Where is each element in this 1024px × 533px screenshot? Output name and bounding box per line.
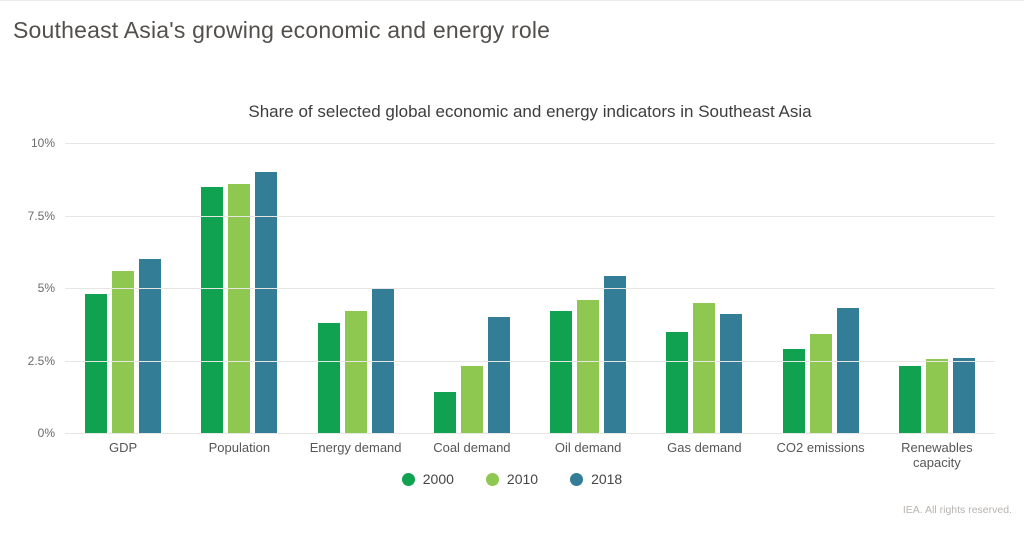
- legend-label: 2018: [591, 471, 623, 487]
- legend-label: 2000: [422, 471, 454, 487]
- bar-2018-renewables-capacity[interactable]: [952, 357, 975, 433]
- bar-2018-population[interactable]: [255, 172, 278, 433]
- legend: 2000 2010 2018: [0, 471, 1024, 487]
- bar-2010-co2-emissions[interactable]: [809, 334, 832, 433]
- legend-dot-icon: [401, 472, 415, 486]
- x-axis-label: Population: [208, 440, 271, 455]
- bar-2018-co2-emissions[interactable]: [836, 308, 859, 433]
- bar-2018-oil-demand[interactable]: [604, 276, 627, 433]
- bar-2018-coal-demand[interactable]: [487, 317, 510, 433]
- bar-2010-energy-demand[interactable]: [344, 311, 367, 433]
- gridline: [65, 288, 995, 289]
- bar-2010-coal-demand[interactable]: [460, 366, 483, 433]
- legend-item-2018[interactable]: 2018: [570, 471, 622, 487]
- bar-2018-gdp[interactable]: [139, 259, 162, 433]
- bar-2010-population[interactable]: [228, 183, 251, 433]
- plot-area: 0% 2.5% 5% 7.5% 10%: [28, 136, 995, 440]
- bar-2010-gdp[interactable]: [112, 270, 135, 433]
- gridline: [65, 143, 995, 144]
- bar-group: [414, 143, 530, 433]
- bar-2000-energy-demand[interactable]: [317, 322, 340, 433]
- y-tick-label: 0%: [37, 426, 55, 440]
- gridline: [65, 215, 995, 217]
- x-axis-label: Coal demand: [433, 440, 511, 455]
- bar-group: [879, 143, 995, 433]
- x-axis-label: Renewables capacity: [901, 440, 973, 470]
- legend-item-2000[interactable]: 2000: [401, 471, 454, 487]
- x-axis-labels: GDP Population Energy demand Coal demand Oil…: [65, 440, 995, 470]
- y-tick-label: 5%: [37, 281, 55, 295]
- bar-group: [181, 143, 297, 433]
- bar-2000-population[interactable]: [201, 186, 224, 433]
- copyright-note: IEA. All rights reserved.: [902, 504, 1012, 516]
- bar-2018-gas-demand[interactable]: [720, 314, 743, 433]
- gridline: [65, 360, 995, 362]
- y-tick-label: 2.5%: [27, 353, 55, 368]
- bar-2000-renewables-capacity[interactable]: [898, 366, 921, 433]
- x-axis-label: GDP: [109, 440, 138, 455]
- bar-group: [65, 143, 181, 433]
- bar-2000-gas-demand[interactable]: [666, 331, 689, 433]
- bar-2010-oil-demand[interactable]: [577, 299, 600, 433]
- legend-label: 2010: [506, 471, 539, 487]
- chart-title: Share of selected global economic and en…: [248, 102, 812, 121]
- bar-2000-oil-demand[interactable]: [550, 311, 573, 433]
- legend-dot-icon: [485, 472, 499, 486]
- legend-dot-icon: [570, 472, 584, 486]
- x-axis-label: Oil demand: [554, 440, 622, 455]
- bar-group: [646, 143, 762, 433]
- bar-2010-renewables-capacity[interactable]: [925, 359, 948, 433]
- y-tick-label: 10%: [30, 136, 55, 150]
- x-axis-label: Energy demand: [309, 440, 402, 455]
- bar-group: [763, 143, 879, 433]
- bar-2000-gdp[interactable]: [85, 293, 108, 433]
- legend-item-2010[interactable]: 2010: [485, 471, 539, 487]
- bar-2000-coal-demand[interactable]: [433, 392, 456, 433]
- bar-2000-co2-emissions[interactable]: [782, 348, 805, 433]
- y-tick-label: 7.5%: [27, 208, 55, 223]
- gridline: [65, 433, 995, 434]
- x-axis-label: CO2 emissions: [776, 440, 865, 455]
- x-axis-label: Gas demand: [667, 440, 742, 455]
- bar-group: [530, 143, 646, 433]
- page-title: Southeast Asia's growing economic and en…: [13, 17, 551, 43]
- bar-2010-gas-demand[interactable]: [693, 302, 716, 433]
